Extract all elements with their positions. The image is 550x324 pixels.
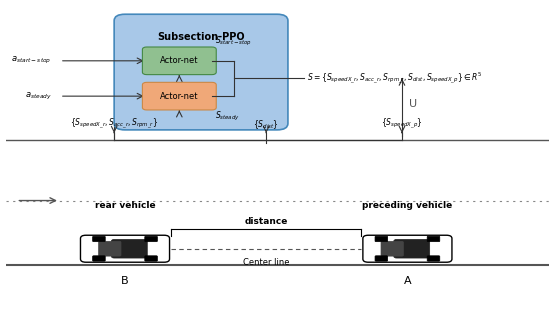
Text: $a_{steady}$: $a_{steady}$ [25,91,52,102]
FancyBboxPatch shape [363,235,452,262]
FancyBboxPatch shape [394,239,430,258]
Text: $S_{steady}$: $S_{steady}$ [214,110,239,123]
FancyBboxPatch shape [98,241,121,256]
FancyBboxPatch shape [375,236,388,242]
Text: $\{S_{dist}\}$: $\{S_{dist}\}$ [254,119,279,132]
Text: Center line: Center line [243,258,289,267]
FancyBboxPatch shape [427,256,440,261]
FancyBboxPatch shape [92,256,105,261]
Text: A: A [404,276,411,286]
FancyBboxPatch shape [92,236,105,242]
Text: Actor-net: Actor-net [160,56,199,65]
Text: preceding vehicle: preceding vehicle [362,201,453,210]
Text: B: B [121,276,129,286]
Text: $S = \{S_{speedX\_r}, S_{acc\_r}, S_{rpm\_r}, S_{dist}, S_{speedX\_p}\} \in R^5$: $S = \{S_{speedX\_r}, S_{acc\_r}, S_{rpm… [307,71,482,87]
FancyBboxPatch shape [114,14,288,130]
FancyBboxPatch shape [427,236,440,242]
Text: Actor-net: Actor-net [160,92,199,101]
Text: $\{S_{speedX\_p}\}$: $\{S_{speedX\_p}\}$ [381,117,423,132]
Text: Subsection-PPO: Subsection-PPO [157,32,245,42]
FancyBboxPatch shape [142,82,216,110]
Text: $a_{start-stop}$: $a_{start-stop}$ [12,55,52,66]
FancyBboxPatch shape [112,239,147,258]
Text: $\{S_{speedX\_r}, S_{acc\_r}, S_{rpm\_r}\}$: $\{S_{speedX\_r}, S_{acc\_r}, S_{rpm\_r}… [70,117,158,132]
Text: $S_{start-stop}$: $S_{start-stop}$ [214,35,252,48]
FancyBboxPatch shape [142,47,216,75]
FancyBboxPatch shape [145,236,157,242]
FancyBboxPatch shape [80,235,169,262]
Text: U: U [409,99,417,109]
FancyBboxPatch shape [375,256,388,261]
FancyBboxPatch shape [145,256,157,261]
Text: rear vehicle: rear vehicle [95,201,155,210]
Text: distance: distance [245,217,288,226]
FancyBboxPatch shape [381,241,403,256]
